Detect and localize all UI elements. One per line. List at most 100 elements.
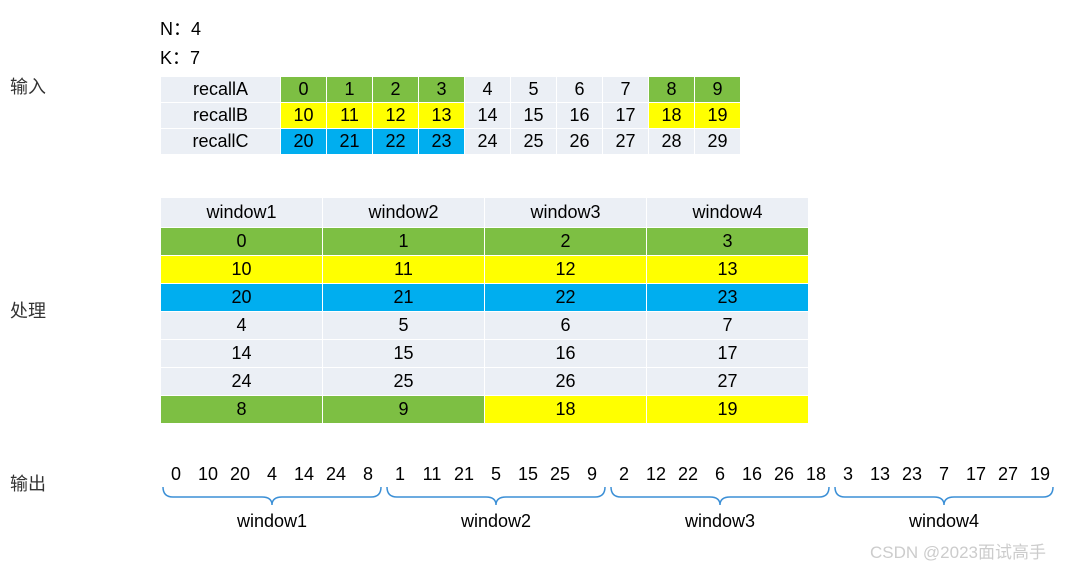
out-value: 24: [320, 464, 352, 485]
input-label: 输入: [10, 15, 160, 99]
cell: 27: [603, 129, 649, 155]
out-value: 19: [1024, 464, 1056, 485]
cell: 8: [649, 77, 695, 103]
input-table: recallA0123456789recallB1011121314151617…: [160, 76, 741, 155]
cell: 20: [281, 129, 327, 155]
cell: 11: [323, 256, 485, 284]
cell: 18: [649, 103, 695, 129]
table-row: 891819: [161, 396, 809, 424]
bracket-label: window1: [237, 511, 307, 532]
out-value: 2: [608, 464, 640, 485]
out-value: 23: [896, 464, 928, 485]
cell: 21: [327, 129, 373, 155]
out-value: 0: [160, 464, 192, 485]
output-label: 输出: [10, 466, 160, 496]
table-row: 20212223: [161, 284, 809, 312]
table-row: recallA0123456789: [161, 77, 741, 103]
cell: 16: [485, 340, 647, 368]
cell: 6: [557, 77, 603, 103]
cell: 9: [695, 77, 741, 103]
out-value: 16: [736, 464, 768, 485]
cell: 11: [327, 103, 373, 129]
proc-header: window3: [485, 198, 647, 228]
table-row: 10111213: [161, 256, 809, 284]
proc-header: window1: [161, 198, 323, 228]
cell: 2: [485, 228, 647, 256]
cell: 5: [323, 312, 485, 340]
cell: 21: [323, 284, 485, 312]
cell: 10: [281, 103, 327, 129]
cell: 3: [647, 228, 809, 256]
cell: 1: [327, 77, 373, 103]
cell: 16: [557, 103, 603, 129]
cell: 5: [511, 77, 557, 103]
cell: 12: [485, 256, 647, 284]
cell: 4: [465, 77, 511, 103]
out-value: 25: [544, 464, 576, 485]
cell: 19: [695, 103, 741, 129]
bracket-label: window2: [461, 511, 531, 532]
param-k: K：7: [160, 44, 1066, 70]
cell: 18: [485, 396, 647, 424]
cell: 7: [603, 77, 649, 103]
out-value: 1: [384, 464, 416, 485]
cell: 14: [161, 340, 323, 368]
watermark: CSDN @2023面试高手: [870, 538, 1046, 563]
cell: 22: [373, 129, 419, 155]
cell: 14: [465, 103, 511, 129]
bracket-icon: [384, 487, 608, 507]
cell: 13: [419, 103, 465, 129]
cell: 26: [557, 129, 603, 155]
table-row: 0123: [161, 228, 809, 256]
out-value: 15: [512, 464, 544, 485]
cell: 15: [323, 340, 485, 368]
output-brackets: window1 window2 window3 window4: [160, 487, 1066, 532]
out-value: 8: [352, 464, 384, 485]
bracket-label: window3: [685, 511, 755, 532]
cell: 26: [485, 368, 647, 396]
cell: 15: [511, 103, 557, 129]
cell: 12: [373, 103, 419, 129]
cell: 20: [161, 284, 323, 312]
cell: 10: [161, 256, 323, 284]
cell: 27: [647, 368, 809, 396]
cell: 8: [161, 396, 323, 424]
cell: 24: [465, 129, 511, 155]
cell: 9: [323, 396, 485, 424]
cell: 13: [647, 256, 809, 284]
proc-header: window2: [323, 198, 485, 228]
table-row: 14151617: [161, 340, 809, 368]
process-table: window1window2window3window4012310111213…: [160, 197, 809, 424]
cell: 25: [511, 129, 557, 155]
table-row: recallB10111213141516171819: [161, 103, 741, 129]
cell: 22: [485, 284, 647, 312]
cell: 0: [281, 77, 327, 103]
cell: 17: [647, 340, 809, 368]
cell: 1: [323, 228, 485, 256]
proc-header: window4: [647, 198, 809, 228]
table-row: recallC20212223242526272829: [161, 129, 741, 155]
out-value: 6: [704, 464, 736, 485]
cell: 23: [419, 129, 465, 155]
out-value: 13: [864, 464, 896, 485]
row-label: recallA: [161, 77, 281, 103]
out-value: 11: [416, 464, 448, 485]
out-value: 18: [800, 464, 832, 485]
cell: 28: [649, 129, 695, 155]
out-value: 4: [256, 464, 288, 485]
row-label: recallB: [161, 103, 281, 129]
cell: 7: [647, 312, 809, 340]
out-value: 10: [192, 464, 224, 485]
cell: 17: [603, 103, 649, 129]
out-value: 21: [448, 464, 480, 485]
out-value: 12: [640, 464, 672, 485]
bracket-label: window4: [909, 511, 979, 532]
out-value: 3: [832, 464, 864, 485]
out-value: 9: [576, 464, 608, 485]
table-row: 24252627: [161, 368, 809, 396]
out-value: 17: [960, 464, 992, 485]
out-value: 27: [992, 464, 1024, 485]
cell: 29: [695, 129, 741, 155]
bracket-icon: [608, 487, 832, 507]
bracket-icon: [832, 487, 1056, 507]
